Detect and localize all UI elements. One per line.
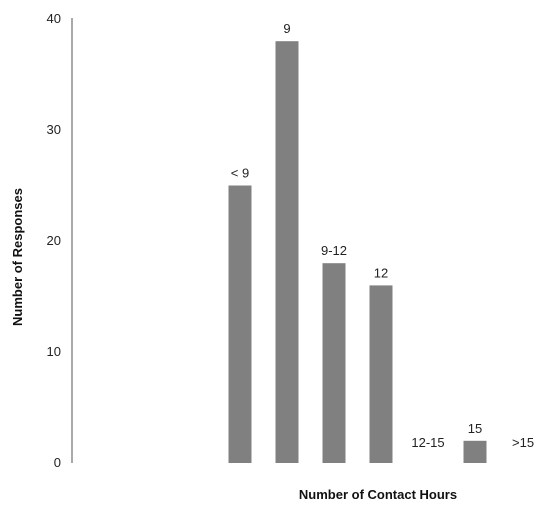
- y-axis-title: Number of Responses: [10, 188, 25, 326]
- bar: [463, 440, 487, 463]
- bar-category-label: >15: [512, 435, 534, 450]
- bar-category-label: 9-12: [321, 243, 347, 258]
- bar-category-label: 15: [468, 421, 482, 436]
- bars: [228, 41, 487, 463]
- y-tick-label: 10: [47, 344, 61, 359]
- y-axis-ticks: 0 10 20 30 40: [47, 11, 61, 470]
- bar: [228, 185, 252, 463]
- bar: [275, 41, 299, 463]
- bar-category-label: 12: [374, 265, 388, 280]
- bar-category-label: 12-15: [411, 435, 444, 450]
- x-axis-title: Number of Contact Hours: [299, 487, 457, 502]
- y-tick-label: 0: [54, 455, 61, 470]
- y-tick-label: 20: [47, 233, 61, 248]
- bar-labels: < 9 9 9-12 12 12-15 15 >15: [231, 21, 534, 450]
- y-tick-label: 30: [47, 122, 61, 137]
- y-tick-label: 40: [47, 11, 61, 26]
- bar: [369, 285, 393, 463]
- bar-category-label: 9: [283, 21, 290, 36]
- bar-category-label: < 9: [231, 166, 249, 181]
- bar: [322, 263, 346, 463]
